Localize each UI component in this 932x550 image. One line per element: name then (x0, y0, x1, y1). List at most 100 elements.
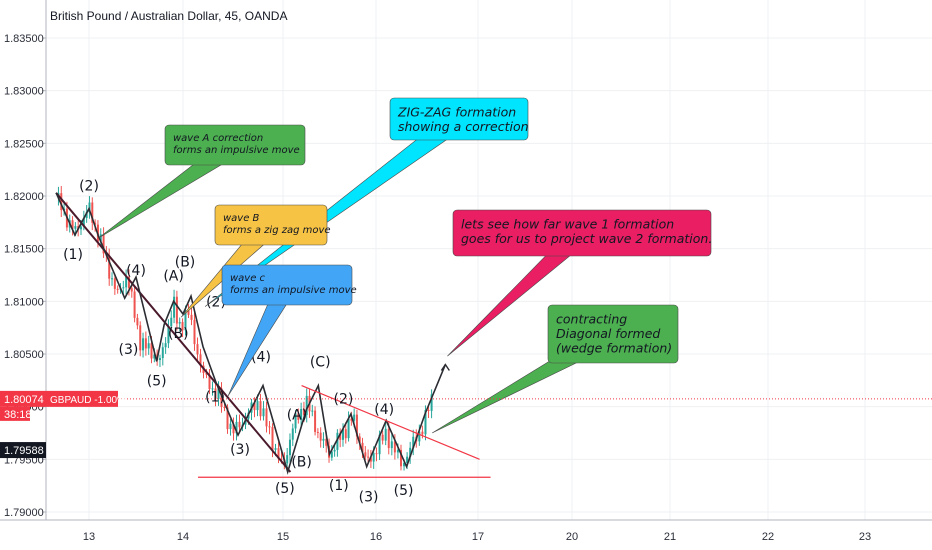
wave-label: (5) (394, 483, 414, 499)
candle-body (361, 442, 364, 453)
candle-body (94, 222, 97, 225)
wave-label: (4) (126, 263, 146, 279)
candle-body (277, 448, 280, 459)
x-tick-label: 17 (472, 531, 484, 543)
candle-body (330, 451, 333, 458)
symbol-badge (46, 390, 118, 407)
candle-body (424, 410, 427, 435)
candle-body (139, 325, 142, 351)
last-price-badge (0, 390, 46, 407)
candle-body (268, 426, 271, 428)
trend-line (301, 385, 480, 460)
ref-price-label: 1.79588 (4, 445, 44, 457)
candle-body (214, 388, 217, 399)
candle-body (302, 408, 305, 416)
wave-label: (5) (147, 374, 167, 390)
candle-body (418, 431, 421, 442)
callout-text: Diagonal formed (556, 326, 660, 341)
candle-body (253, 402, 256, 411)
callout-box (452, 209, 712, 257)
y-tick-label: 1.83000 (4, 86, 44, 98)
candle-body (217, 388, 220, 399)
y-tick-label: 1.79000 (4, 507, 44, 519)
callout-text: showing a correction (398, 119, 529, 134)
callout-text: forms a zig zag move (223, 225, 331, 236)
x-tick-label: 16 (370, 531, 382, 543)
x-tick-label: 22 (762, 531, 774, 543)
wave-label: (5) (275, 481, 295, 497)
candle-body (82, 218, 85, 227)
callout-text: forms an impulsive move (173, 145, 300, 156)
candle-body (108, 255, 111, 279)
candle-body (91, 202, 94, 223)
candle-body (322, 438, 325, 441)
candle-body (158, 358, 161, 361)
price-axis-panel[interactable] (0, 0, 46, 520)
candle-body (381, 434, 384, 441)
candle-body (238, 421, 241, 428)
candle-body (350, 418, 353, 421)
x-tick-label: 20 (566, 531, 578, 543)
wave-count-path (55, 192, 447, 475)
wave-count-lines (55, 192, 450, 475)
candle-body (220, 388, 223, 408)
candle-body (127, 276, 130, 289)
wave-labels: (2)(1)(4)(3)(5)(A)(B)(B)(2)(1)(4)(3)(A)(… (63, 179, 413, 506)
wave-label: (3) (359, 489, 379, 505)
candle-body (71, 220, 74, 229)
candle-body (235, 421, 238, 434)
callout-text: lets see how far wave 1 formation (461, 217, 674, 232)
candle-body (125, 276, 128, 288)
symbol-label: GBPAUD -1.00% (50, 395, 126, 406)
candle-body (175, 296, 178, 324)
candle-body (341, 429, 344, 440)
candle-body (347, 418, 350, 439)
wave-label: (3) (119, 342, 139, 358)
candle-body (297, 413, 300, 420)
candle-body (300, 408, 303, 420)
wave-label: (1) (205, 389, 225, 405)
candle-body (325, 438, 328, 446)
candle-body (430, 394, 433, 411)
candle-body (111, 278, 114, 280)
candle-body (375, 453, 378, 455)
wave-label: (3) (230, 442, 250, 458)
candle-body (85, 212, 88, 219)
x-tick-label: 23 (859, 531, 871, 543)
candle-body (181, 321, 184, 331)
candle-body (136, 317, 139, 326)
candle-body (173, 296, 176, 318)
candle-body (316, 431, 319, 433)
callout-text: wave B (223, 213, 260, 224)
x-tick-label: 15 (277, 531, 289, 543)
candle-body (378, 434, 381, 455)
candle-body (364, 452, 367, 457)
callout-text: wave c (230, 273, 266, 284)
candle-body (144, 338, 147, 349)
callout-text: ZIG-ZAG formation (397, 105, 516, 120)
candle-body (184, 310, 187, 331)
wave-label: (2) (79, 179, 99, 195)
callout-box (547, 304, 679, 364)
candle-body (305, 395, 308, 416)
candle-body (396, 449, 399, 453)
x-tick-label: 13 (83, 531, 95, 543)
candle-body (280, 458, 283, 460)
candle-body (286, 455, 289, 464)
wedge-trend-lines (198, 385, 491, 478)
arrow-head (440, 363, 450, 371)
candle-body (353, 414, 356, 421)
last-price-label: 1.80074 (4, 394, 44, 406)
candle-body (262, 408, 265, 417)
callout-box (164, 124, 306, 166)
candle-body (102, 234, 105, 254)
candle-body (256, 401, 259, 411)
x-tick-label: 14 (177, 531, 189, 543)
candle-body (122, 287, 125, 289)
